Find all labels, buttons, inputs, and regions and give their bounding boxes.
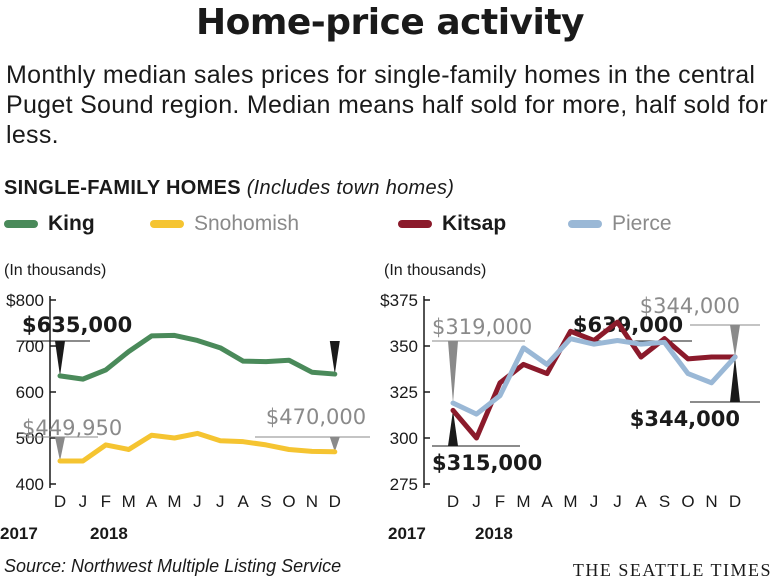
pierce-swatch xyxy=(568,220,602,228)
right-x-tick-label: D xyxy=(447,492,459,511)
left-chart-unit: (In thousands) xyxy=(4,262,107,279)
right-y-tick-label: 275 xyxy=(390,475,418,494)
left-annotation-pointer xyxy=(55,437,65,462)
right-x-tick-label: M xyxy=(516,492,530,511)
right-data-label: $315,000 xyxy=(432,451,542,475)
legend-item-snohomish: Snohomish xyxy=(150,212,299,236)
left-x-tick-label: O xyxy=(282,492,295,511)
left-year-label: 2018 xyxy=(90,524,128,543)
right-annotation-pointer xyxy=(448,341,458,404)
left-x-tick-label: A xyxy=(238,492,250,511)
right-x-tick-label: J xyxy=(590,492,599,511)
left-series-line-snohomish xyxy=(57,430,338,464)
left-annotation-pointer xyxy=(55,341,65,376)
left-x-tick-label: D xyxy=(329,492,341,511)
page-title: Home-price activity xyxy=(195,2,585,43)
left-x-tick-label: J xyxy=(79,492,88,511)
kitsap-swatch xyxy=(398,220,432,228)
left-x-tick-label: N xyxy=(306,492,318,511)
right-x-tick-label: D xyxy=(729,492,741,511)
snohomish-swatch xyxy=(150,220,184,228)
right-annotation-pointer xyxy=(730,357,740,402)
left-y-tick-label: $800 xyxy=(6,291,44,310)
left-annotation-pointer xyxy=(329,341,340,375)
right-x-tick-label: S xyxy=(659,492,670,511)
right-x-tick-label: A xyxy=(541,492,553,511)
legend-label-kitsap: Kitsap xyxy=(442,212,507,235)
right-y-tick-label: $375 xyxy=(380,291,418,310)
left-data-label: $635,000 xyxy=(22,313,132,337)
section-note: (Includes town homes) xyxy=(246,177,455,199)
page-subtitle: Monthly median sales prices for single-f… xyxy=(6,61,768,149)
right-data-label: $344,000 xyxy=(640,294,740,318)
right-y-tick-label: 325 xyxy=(390,383,418,402)
left-x-tick-label: J xyxy=(216,492,225,511)
left-annotation-pointer xyxy=(329,437,340,452)
right-data-label: $344,000 xyxy=(630,407,740,431)
section-heading: SINGLE-FAMILY HOMES (Includes town homes… xyxy=(4,177,454,200)
right-x-tick-label: J xyxy=(613,492,622,511)
right-data-label: $319,000 xyxy=(432,315,532,339)
left-series-line-king xyxy=(57,332,338,382)
left-y-tick-label: 700 xyxy=(16,337,44,356)
right-annotation-pointer xyxy=(730,325,740,358)
right-chart-unit: (In thousands) xyxy=(384,262,487,279)
right-x-tick-label: A xyxy=(635,492,647,511)
legend-label-pierce: Pierce xyxy=(612,212,672,235)
left-x-tick-label: A xyxy=(146,492,158,511)
right-x-tick-label: M xyxy=(563,492,577,511)
left-x-tick-label: J xyxy=(193,492,202,511)
left-y-tick-label: 500 xyxy=(16,429,44,448)
right-y-tick-label: 300 xyxy=(390,429,418,448)
left-y-tick-label: 600 xyxy=(16,383,44,402)
right-year-label: 2017 xyxy=(388,524,426,543)
legend-item-pierce: Pierce xyxy=(568,212,672,236)
right-y-tick-label: 350 xyxy=(390,337,418,356)
left-x-tick-label: S xyxy=(260,492,271,511)
legend-item-kitsap: Kitsap xyxy=(398,212,506,236)
left-y-tick-label: 400 xyxy=(16,475,44,494)
source-note: Source: Northwest Multiple Listing Servi… xyxy=(4,556,342,576)
left-data-label: $470,000 xyxy=(266,405,366,429)
left-x-tick-label: D xyxy=(54,492,66,511)
left-x-tick-label: M xyxy=(167,492,181,511)
right-year-label: 2018 xyxy=(475,524,513,543)
right-series-line-kitsap xyxy=(450,319,738,441)
legend-label-snohomish: Snohomish xyxy=(194,212,300,235)
left-x-tick-label: F xyxy=(101,492,111,511)
left-data-label: $449,950 xyxy=(22,416,122,440)
legend-item-king: King xyxy=(4,212,95,236)
right-x-tick-label: J xyxy=(472,492,481,511)
section-label: SINGLE-FAMILY HOMES xyxy=(4,177,241,199)
right-annotation-pointer xyxy=(448,410,458,446)
right-series-line-pierce xyxy=(450,336,738,417)
right-x-tick-label: N xyxy=(705,492,717,511)
left-data-label: $639,000 xyxy=(573,313,683,337)
legend-label-king: King xyxy=(48,212,95,235)
publisher-logo: THE SEATTLE TIMES xyxy=(572,560,772,580)
right-x-tick-label: F xyxy=(495,492,505,511)
king-swatch xyxy=(4,220,38,228)
right-x-tick-label: O xyxy=(681,492,694,511)
left-year-label: 2017 xyxy=(0,524,38,543)
left-x-tick-label: M xyxy=(122,492,136,511)
